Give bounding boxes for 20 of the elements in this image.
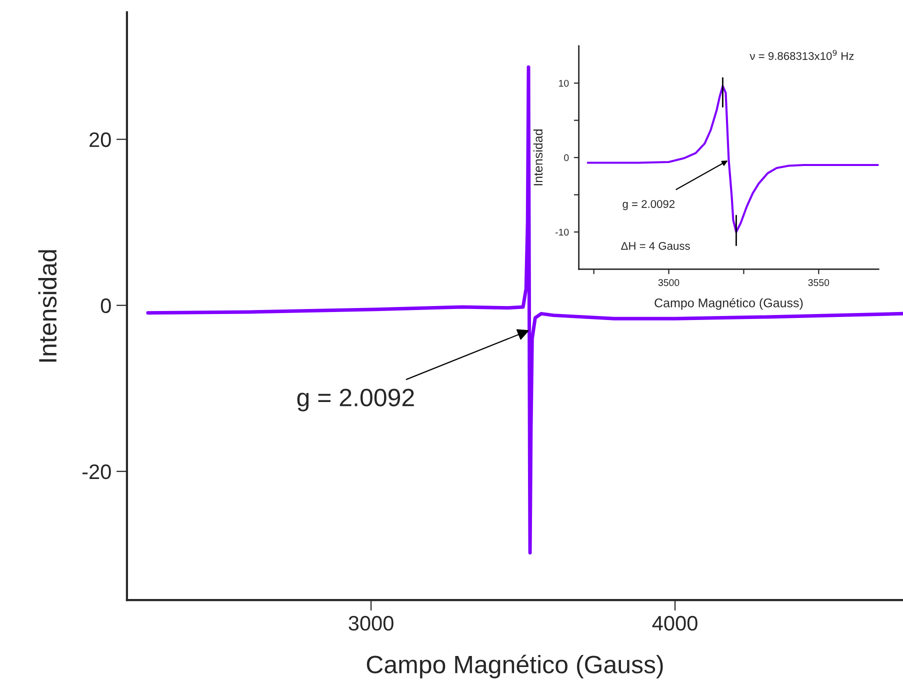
x-tick-label: 3500 [658, 279, 680, 286]
y-tick-label: -20 [82, 464, 111, 480]
x-tick-label: 3550 [808, 279, 830, 286]
annotation: g = 2.0092 [297, 388, 414, 412]
y-tick-label: 10 [559, 80, 569, 87]
line-series [586, 85, 879, 234]
annotation: ν = 9.868313x10$^{9}$ Hz [750, 50, 854, 60]
x-axis-title: Campo Magnético (Gauss) [654, 298, 803, 310]
x-tick-label: 3000 [348, 616, 394, 631]
y-axis-title: Intensidad [38, 250, 57, 362]
y-axis-title: Intensidad [533, 130, 543, 186]
x-tick-label: 4000 [652, 616, 698, 631]
y-tick-label: 20 [90, 132, 111, 148]
line-series [146, 65, 903, 554]
annotation: g = 2.0092 [622, 200, 675, 210]
annotation: ΔH = 4 Gauss [621, 242, 690, 250]
y-tick-label: 0 [100, 298, 111, 314]
y-tick-label: -10 [555, 228, 569, 236]
y-tick-label: 0 [564, 154, 569, 162]
x-axis-title: Campo Magnético (Gauss) [366, 654, 663, 678]
